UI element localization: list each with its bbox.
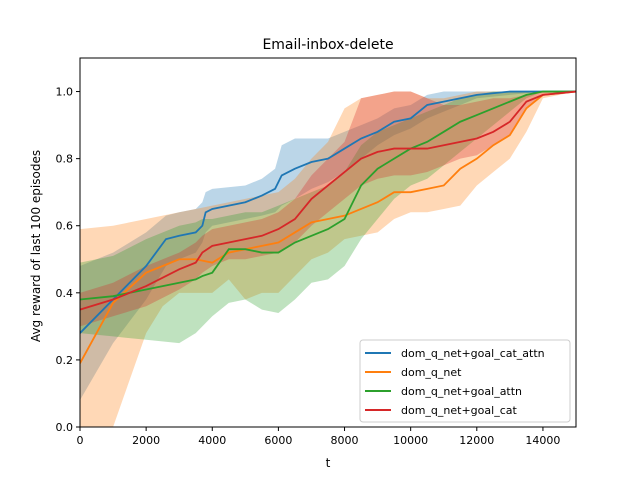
legend-label: dom_q_net	[401, 366, 462, 379]
chart-title: Email-inbox-delete	[262, 37, 393, 53]
x-tick-label: 12000	[459, 434, 494, 447]
y-tick-label: 0.6	[56, 220, 74, 233]
legend-box	[359, 339, 571, 423]
confidence-band-1	[80, 91, 576, 401]
x-tick-label: 2000	[132, 434, 160, 447]
legend: dom_q_net+goal_cat_attn dom_q_net dom_q_ne…	[359, 339, 571, 423]
x-axis-ticks: 0 2000 4000 6000 8000 10000 12000 14000	[77, 427, 560, 447]
y-tick-label: 0.4	[56, 287, 74, 300]
legend-label: dom_q_net+goal_cat_attn	[401, 347, 545, 360]
plot-frame	[79, 57, 577, 428]
x-axis-label: t	[326, 456, 331, 470]
y-tick-label: 0.8	[56, 153, 74, 166]
legend-label: dom_q_net+goal_attn	[401, 385, 522, 398]
series-line-4	[80, 90, 576, 311]
confidence-bands	[80, 91, 576, 427]
series-line-1	[80, 90, 576, 334]
legend-label: dom_q_net+goal_cat	[401, 404, 517, 417]
y-axis-label: Avg reward of last 100 episodes	[29, 150, 43, 342]
x-tick-label: 4000	[198, 434, 226, 447]
x-tick-label: 14000	[525, 434, 560, 447]
x-tick-label: 0	[77, 434, 84, 447]
y-tick-label: 0.0	[56, 421, 74, 434]
x-tick-label: 6000	[264, 434, 292, 447]
confidence-band-3	[80, 91, 576, 344]
confidence-band-2	[80, 91, 576, 427]
y-tick-label: 0.2	[56, 354, 74, 367]
y-axis-ticks: 0.0 0.2 0.4 0.6 0.8 1.0	[56, 86, 80, 434]
series-lines	[80, 90, 576, 364]
series-line-2	[80, 90, 576, 364]
confidence-band-4	[80, 91, 576, 327]
y-tick-label: 1.0	[56, 86, 74, 99]
series-line-3	[80, 90, 576, 301]
x-tick-label: 8000	[331, 434, 359, 447]
x-tick-label: 10000	[393, 434, 428, 447]
